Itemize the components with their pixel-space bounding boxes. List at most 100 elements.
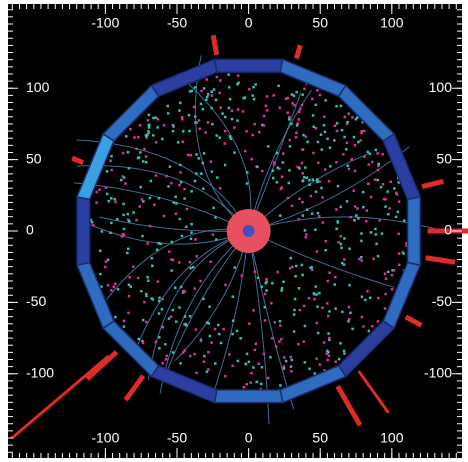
hit bbox=[360, 239, 363, 243]
hit bbox=[321, 196, 324, 199]
hit bbox=[279, 214, 282, 217]
hit bbox=[187, 113, 191, 117]
hit bbox=[110, 155, 113, 158]
hit bbox=[345, 141, 349, 145]
hit bbox=[218, 136, 221, 139]
hit bbox=[146, 242, 150, 245]
x-tick-label: -100 bbox=[91, 430, 119, 446]
hit bbox=[310, 268, 314, 272]
y-tick-label: 50 bbox=[26, 150, 42, 166]
hit bbox=[316, 140, 320, 144]
hit bbox=[315, 293, 318, 296]
hit bbox=[372, 257, 375, 261]
hit bbox=[138, 205, 141, 208]
hit bbox=[161, 137, 164, 141]
hit bbox=[362, 325, 365, 328]
hit bbox=[244, 362, 247, 366]
hit bbox=[255, 380, 258, 384]
hit bbox=[224, 283, 227, 287]
hit bbox=[121, 233, 125, 236]
hit bbox=[99, 272, 102, 276]
hit bbox=[271, 282, 274, 285]
hit bbox=[402, 252, 405, 255]
hit bbox=[271, 336, 274, 340]
hit bbox=[314, 190, 318, 193]
hit bbox=[367, 329, 371, 333]
hit bbox=[360, 130, 363, 133]
hit bbox=[172, 125, 175, 128]
energy-tower bbox=[123, 374, 146, 402]
hit bbox=[228, 97, 232, 101]
calorimeter-segment bbox=[150, 58, 218, 98]
hit bbox=[375, 242, 378, 246]
hit bbox=[340, 128, 344, 132]
hit bbox=[90, 220, 94, 224]
hit bbox=[347, 318, 351, 321]
hit bbox=[171, 351, 175, 354]
hit bbox=[98, 188, 101, 191]
hit bbox=[236, 119, 239, 122]
hit bbox=[281, 152, 285, 155]
hit bbox=[311, 114, 315, 117]
hit bbox=[384, 205, 387, 208]
hit bbox=[386, 270, 390, 274]
energy-tower bbox=[11, 354, 110, 440]
hit bbox=[287, 118, 291, 121]
hit bbox=[326, 358, 329, 362]
hit bbox=[162, 214, 166, 218]
hit bbox=[286, 111, 289, 114]
hit bbox=[242, 96, 245, 100]
hit bbox=[395, 193, 399, 196]
hit bbox=[122, 319, 126, 323]
hit bbox=[294, 136, 298, 139]
hit bbox=[265, 95, 269, 98]
hit bbox=[228, 353, 231, 356]
hit bbox=[180, 234, 184, 238]
hit bbox=[389, 180, 392, 184]
hit bbox=[286, 96, 290, 100]
hit bbox=[299, 107, 302, 111]
hit bbox=[301, 172, 305, 175]
hit bbox=[318, 93, 322, 97]
hit bbox=[148, 196, 152, 200]
hit bbox=[166, 104, 169, 108]
hit bbox=[348, 283, 351, 287]
hit bbox=[197, 157, 200, 160]
hit bbox=[280, 186, 284, 189]
hit bbox=[264, 104, 268, 108]
hit bbox=[157, 196, 161, 200]
hit bbox=[266, 376, 270, 380]
hit bbox=[221, 112, 224, 115]
hit bbox=[239, 337, 242, 340]
hit bbox=[189, 237, 193, 241]
calorimeter-segment bbox=[76, 195, 91, 267]
hit bbox=[286, 196, 290, 200]
hit bbox=[257, 362, 261, 365]
hit bbox=[335, 122, 339, 125]
hit bbox=[363, 155, 366, 158]
hit bbox=[335, 160, 338, 164]
hit bbox=[292, 94, 296, 97]
hit bbox=[263, 319, 267, 322]
hit bbox=[278, 167, 281, 170]
hit bbox=[139, 185, 142, 189]
hit bbox=[133, 136, 136, 139]
hit bbox=[303, 87, 306, 91]
hit bbox=[272, 94, 275, 97]
hit bbox=[288, 138, 292, 142]
hit bbox=[188, 260, 192, 264]
hit bbox=[345, 148, 348, 151]
hit bbox=[162, 124, 166, 127]
hit bbox=[362, 129, 366, 133]
hit bbox=[183, 315, 187, 318]
hit bbox=[197, 119, 201, 122]
hit bbox=[181, 140, 185, 143]
x-tick-label: -100 bbox=[91, 15, 119, 31]
hit bbox=[265, 277, 268, 281]
energy-tower bbox=[210, 34, 220, 56]
hit bbox=[261, 123, 264, 127]
hit bbox=[194, 328, 198, 331]
hit bbox=[273, 321, 277, 324]
hit bbox=[290, 358, 294, 362]
hit bbox=[194, 121, 197, 124]
